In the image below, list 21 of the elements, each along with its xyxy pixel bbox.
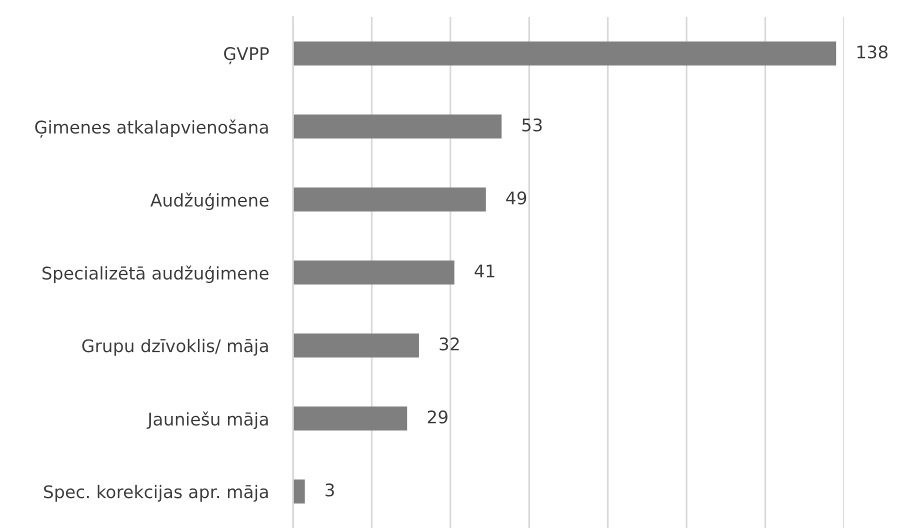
- y-tick-label: ĢVPP: [224, 47, 269, 64]
- bar: [293, 114, 502, 139]
- bar: [293, 333, 419, 358]
- data-label: 32: [440, 337, 459, 351]
- y-tick-label: Ģimenes atkalapvienošana: [35, 120, 268, 138]
- y-tick-label: Jauniešu māja: [146, 412, 268, 430]
- data-label: 49: [506, 191, 526, 205]
- data-label: 3: [326, 483, 334, 497]
- bar: [293, 479, 305, 504]
- bar: [293, 406, 408, 431]
- data-label: 138: [857, 45, 888, 59]
- bar: [293, 187, 486, 212]
- data-label: 53: [522, 118, 542, 132]
- y-tick-label: Specializētā audžuģimene: [42, 266, 268, 284]
- bar: [293, 260, 454, 285]
- y-tick-label: Grupu dzīvoklis/ māja: [82, 338, 268, 356]
- y-tick-label: Audžuģimene: [150, 192, 268, 210]
- bar: [293, 41, 836, 66]
- data-label: 41: [474, 264, 494, 278]
- y-tick-label: Spec. korekcijas apr. māja: [44, 484, 268, 502]
- data-label: 29: [428, 410, 448, 424]
